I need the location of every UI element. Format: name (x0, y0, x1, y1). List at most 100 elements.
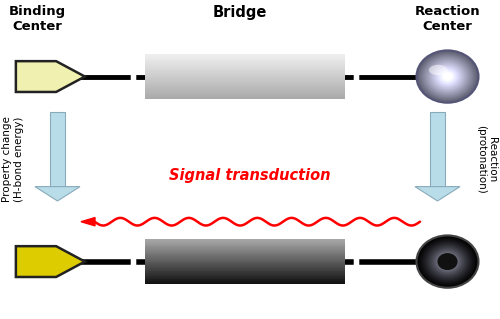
FancyBboxPatch shape (145, 77, 345, 78)
Ellipse shape (420, 53, 475, 100)
FancyBboxPatch shape (145, 86, 345, 87)
Ellipse shape (445, 74, 450, 79)
Ellipse shape (436, 67, 459, 86)
FancyBboxPatch shape (145, 260, 345, 261)
FancyBboxPatch shape (145, 78, 345, 79)
FancyBboxPatch shape (145, 272, 345, 273)
FancyBboxPatch shape (145, 281, 345, 282)
FancyBboxPatch shape (145, 92, 345, 93)
FancyBboxPatch shape (145, 251, 345, 252)
Ellipse shape (432, 63, 464, 90)
Ellipse shape (418, 52, 476, 101)
FancyBboxPatch shape (145, 267, 345, 268)
FancyBboxPatch shape (145, 258, 345, 259)
Ellipse shape (443, 258, 452, 265)
Text: Reaction
Center: Reaction Center (414, 5, 480, 33)
Ellipse shape (426, 59, 469, 94)
Ellipse shape (424, 57, 470, 96)
FancyBboxPatch shape (145, 282, 345, 283)
FancyBboxPatch shape (145, 244, 345, 245)
Ellipse shape (438, 68, 457, 85)
Bar (430, 112, 445, 187)
FancyBboxPatch shape (145, 87, 345, 88)
Text: Binding
Center: Binding Center (9, 5, 66, 33)
FancyBboxPatch shape (145, 68, 345, 69)
FancyBboxPatch shape (145, 248, 345, 249)
Ellipse shape (418, 236, 478, 287)
Ellipse shape (437, 68, 458, 85)
Ellipse shape (432, 248, 464, 275)
FancyBboxPatch shape (145, 90, 345, 91)
FancyBboxPatch shape (145, 262, 345, 263)
FancyBboxPatch shape (145, 280, 345, 281)
FancyBboxPatch shape (145, 261, 345, 262)
FancyBboxPatch shape (145, 254, 345, 255)
FancyBboxPatch shape (145, 69, 345, 70)
Ellipse shape (435, 66, 460, 87)
FancyBboxPatch shape (145, 63, 345, 64)
FancyBboxPatch shape (145, 268, 345, 269)
Ellipse shape (430, 62, 465, 92)
FancyBboxPatch shape (145, 254, 345, 255)
FancyBboxPatch shape (145, 259, 345, 260)
FancyBboxPatch shape (145, 60, 345, 61)
FancyArrow shape (81, 218, 95, 226)
Ellipse shape (434, 250, 461, 273)
FancyBboxPatch shape (145, 245, 345, 246)
FancyBboxPatch shape (145, 64, 345, 65)
FancyBboxPatch shape (145, 247, 345, 248)
FancyBboxPatch shape (145, 283, 345, 284)
FancyBboxPatch shape (145, 66, 345, 67)
Ellipse shape (424, 242, 470, 281)
FancyBboxPatch shape (145, 81, 345, 82)
FancyBboxPatch shape (145, 61, 345, 62)
FancyBboxPatch shape (145, 263, 345, 264)
Ellipse shape (427, 59, 468, 94)
FancyBboxPatch shape (145, 271, 345, 272)
FancyBboxPatch shape (145, 76, 345, 77)
Ellipse shape (419, 53, 476, 100)
Ellipse shape (444, 259, 451, 264)
Polygon shape (35, 187, 80, 201)
Ellipse shape (432, 64, 462, 89)
FancyBboxPatch shape (145, 59, 345, 60)
Ellipse shape (424, 241, 472, 282)
Text: Property change
(H-bond energy): Property change (H-bond energy) (2, 116, 24, 203)
Ellipse shape (434, 65, 462, 88)
Text: Bridge: Bridge (213, 5, 267, 20)
FancyBboxPatch shape (145, 270, 345, 271)
Ellipse shape (442, 72, 453, 81)
FancyBboxPatch shape (145, 239, 345, 240)
FancyBboxPatch shape (145, 253, 345, 254)
FancyBboxPatch shape (145, 72, 345, 73)
Ellipse shape (421, 239, 474, 284)
FancyBboxPatch shape (145, 276, 345, 277)
FancyBboxPatch shape (145, 275, 345, 276)
FancyBboxPatch shape (145, 96, 345, 97)
FancyBboxPatch shape (145, 250, 345, 251)
Ellipse shape (424, 56, 472, 97)
Ellipse shape (442, 257, 453, 266)
Ellipse shape (434, 250, 462, 273)
FancyBboxPatch shape (145, 69, 345, 70)
Ellipse shape (446, 75, 450, 78)
FancyBboxPatch shape (145, 95, 345, 96)
Ellipse shape (442, 256, 454, 267)
Text: Reaction
(protonation): Reaction (protonation) (476, 125, 498, 194)
FancyBboxPatch shape (145, 82, 345, 83)
Ellipse shape (440, 256, 454, 268)
FancyBboxPatch shape (145, 269, 345, 270)
Ellipse shape (430, 247, 465, 277)
Ellipse shape (443, 73, 452, 80)
FancyBboxPatch shape (145, 266, 345, 267)
FancyBboxPatch shape (145, 70, 345, 71)
Ellipse shape (422, 55, 473, 98)
FancyBboxPatch shape (145, 257, 345, 258)
Ellipse shape (429, 246, 466, 277)
FancyBboxPatch shape (145, 279, 345, 280)
Ellipse shape (418, 237, 476, 286)
Ellipse shape (446, 261, 448, 262)
Text: Signal transduction: Signal transduction (169, 168, 331, 183)
Ellipse shape (422, 240, 473, 283)
Ellipse shape (438, 254, 456, 269)
